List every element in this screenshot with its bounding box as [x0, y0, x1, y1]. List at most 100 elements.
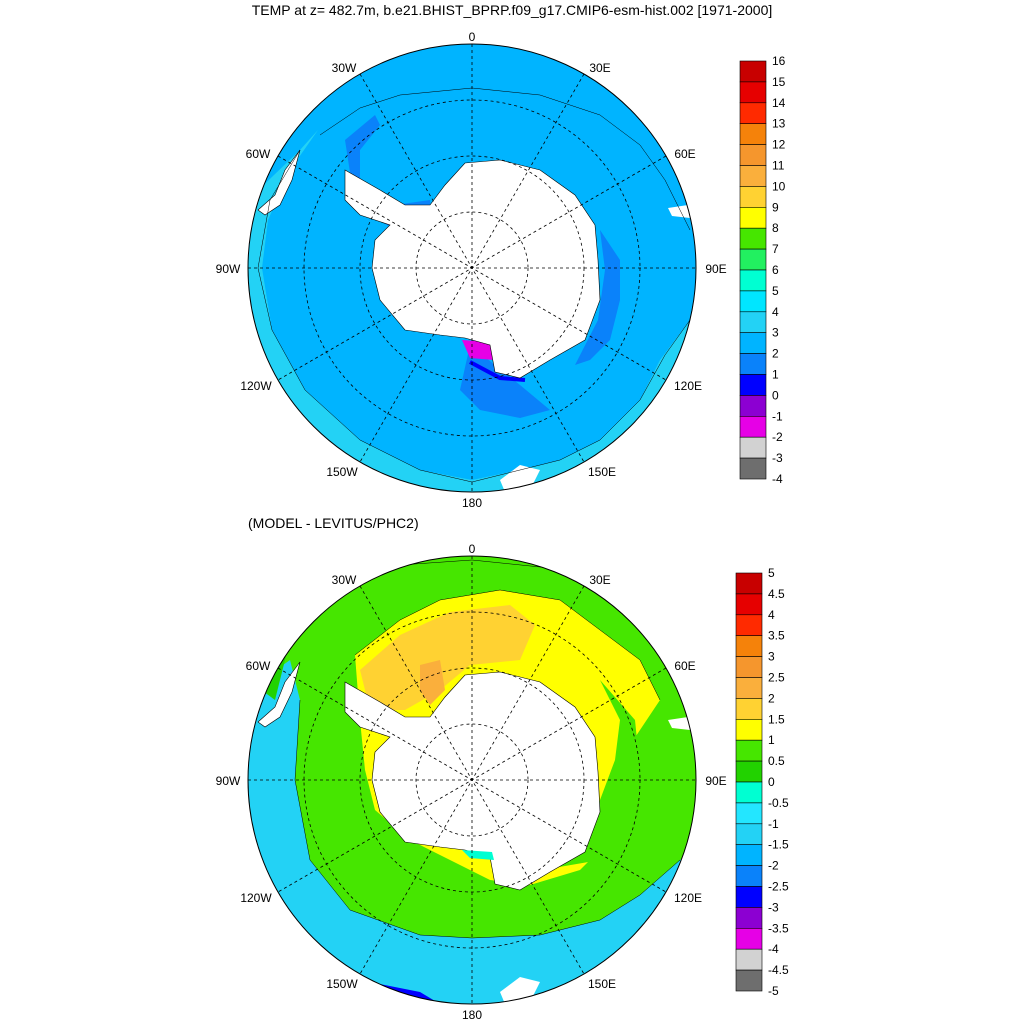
bottom-map-border [247, 555, 697, 1005]
top-colorbar-label: 2 [772, 347, 779, 361]
bottom-colorbar-label: -4.5 [768, 963, 789, 977]
top-africa-land [668, 205, 690, 218]
bottom-colorbar-swatch [735, 635, 763, 657]
bottom-colorbar-label: 3 [768, 650, 775, 664]
top-cold-shelf [460, 345, 550, 418]
top-lon-label: 60W [246, 147, 271, 161]
top-lon-label: 90E [705, 262, 726, 276]
bottom-lon-label: 60W [246, 659, 271, 673]
top-colorbar-label: 1 [772, 368, 779, 382]
top-colorbar-swatch [739, 290, 767, 313]
top-colorbar-label: -2 [772, 430, 783, 444]
bottom-lon-label: 120W [240, 891, 272, 905]
top-navy-edge [469, 360, 526, 382]
top-lon-label: 150W [326, 465, 358, 479]
bottom-colorbar-swatch [735, 823, 763, 845]
top-magenta-patch [462, 340, 494, 360]
top-colorbar-swatch [739, 144, 767, 166]
bottom-lon-label: 90E [705, 774, 726, 788]
bottom-lon-label: 180 [462, 1008, 482, 1022]
bottom-colorbar-label: -0.5 [768, 796, 789, 810]
top-lon-label: 180 [462, 496, 482, 510]
top-colorbar-label: 5 [772, 284, 779, 298]
bottom-lon-label: 150E [588, 977, 616, 991]
top-colorbar-label: 4 [772, 305, 779, 319]
bottom-lon-label: 150W [326, 977, 358, 991]
top-colorbar-swatch [739, 332, 767, 354]
top-lon-label: 150E [588, 465, 616, 479]
top-colorbar-swatch [739, 186, 767, 208]
bottom-lon-label: 30W [332, 573, 357, 587]
bottom-colorbar-label: 1 [768, 733, 775, 747]
bottom-colorbar-label: -1 [768, 817, 779, 831]
bottom-lon-labels: 0 30E 60E 90E 120E 150E 180 150W 120W 90… [216, 542, 727, 1022]
bottom-africa-land [668, 717, 690, 730]
bottom-lon-label: 60E [674, 659, 695, 673]
bottom-colorbar-label: 3.5 [768, 629, 785, 643]
top-colorbar-label: -1 [772, 409, 783, 423]
bottom-colorbar-swatch [735, 781, 763, 804]
top-antarctica [344, 159, 601, 379]
difference-subtitle: (MODEL - LEVITUS/PHC2) [248, 515, 419, 531]
bottom-orange-region [360, 605, 535, 710]
bottom-colorbar-label: 0.5 [768, 754, 785, 768]
bottom-colorbar-swatch [735, 593, 763, 616]
bottom-colorbar-label: -1.5 [768, 838, 789, 852]
top-colorbar-label: 11 [772, 159, 785, 173]
top-lon-label: 0 [469, 30, 476, 44]
top-colorbar-label: 14 [772, 96, 786, 110]
bottom-colorbar-swatch [735, 718, 763, 741]
bottom-colorbar-label: -2 [768, 859, 779, 873]
top-colorbar-label: 9 [772, 200, 779, 214]
top-lon-label: 30W [332, 61, 357, 75]
figure-title: TEMP at z= 482.7m, b.e21.BHIST_BPRP.f09_… [251, 2, 773, 18]
top-lon-label: 120W [240, 379, 272, 393]
bottom-colorbar-swatch [735, 656, 763, 678]
bottom-colorbar: 5 4.5 4 3.5 3 2.5 2 1.5 1 0.5 0 -0.5 -1 -1.5 -2 -2.5 -3 -… [735, 566, 789, 998]
bottom-colorbar-label: -2.5 [768, 880, 789, 894]
top-lon-label: 120E [674, 379, 702, 393]
bottom-colorbar-label: 2.5 [768, 671, 785, 685]
bottom-polar-map: 0 30E 60E 90E 120E 150E 180 150W 120W 90… [216, 542, 727, 1022]
bottom-colorbar-swatch [735, 865, 763, 887]
top-colorbar-label: 6 [772, 263, 779, 277]
bottom-colorbar-label: 1.5 [768, 712, 785, 726]
top-colorbar-label: 15 [772, 75, 786, 89]
bottom-colorbar-swatch [735, 886, 763, 908]
top-colorbar-swatch [739, 395, 767, 417]
bottom-lon-label: 0 [469, 542, 476, 556]
top-colorbar-swatch [739, 60, 767, 83]
bottom-colorbar-swatch [735, 739, 763, 762]
top-colorbar-swatch [739, 81, 767, 104]
bottom-colorbar-label: -3.5 [768, 921, 789, 935]
bottom-antarctica [344, 671, 601, 891]
top-cold-east [575, 230, 620, 365]
bottom-colorbar-label: 0 [768, 775, 775, 789]
bottom-colorbar-swatch [735, 948, 763, 971]
bottom-colorbar-swatch [735, 969, 763, 992]
bottom-cyan-patch [462, 850, 494, 860]
bottom-colorbar-label: 4.5 [768, 587, 785, 601]
bottom-colorbar-label: -3 [768, 900, 779, 914]
bottom-colorbar-swatch [735, 698, 763, 720]
bottom-south-america-land [257, 661, 301, 728]
top-colorbar-swatch [739, 269, 767, 292]
top-colorbar-label: 16 [772, 54, 786, 68]
top-lon-labels: 0 30E 60E 90E 120E 150E 180 150W 120W 90… [216, 30, 727, 510]
bottom-colorbar-swatch [735, 802, 763, 825]
bottom-lon-label: 30E [589, 573, 610, 587]
bottom-darkorange-spot [420, 660, 445, 705]
top-colorbar-swatch [739, 165, 767, 187]
bottom-colorbar-label: 4 [768, 608, 775, 622]
bottom-lon-label: 120E [674, 891, 702, 905]
bottom-cool-outer [248, 660, 696, 1004]
top-colorbar-swatch [739, 248, 767, 271]
bottom-colorbar-label: 2 [768, 691, 775, 705]
top-lon-label: 60E [674, 147, 695, 161]
bottom-colorbar-swatch [735, 572, 763, 595]
top-colorbar-swatch [739, 123, 767, 145]
bottom-colorbar-swatch [735, 760, 763, 783]
top-colorbar-label: 13 [772, 117, 786, 131]
top-colorbar-label: 10 [772, 179, 786, 193]
top-colorbar-swatch [739, 207, 767, 229]
